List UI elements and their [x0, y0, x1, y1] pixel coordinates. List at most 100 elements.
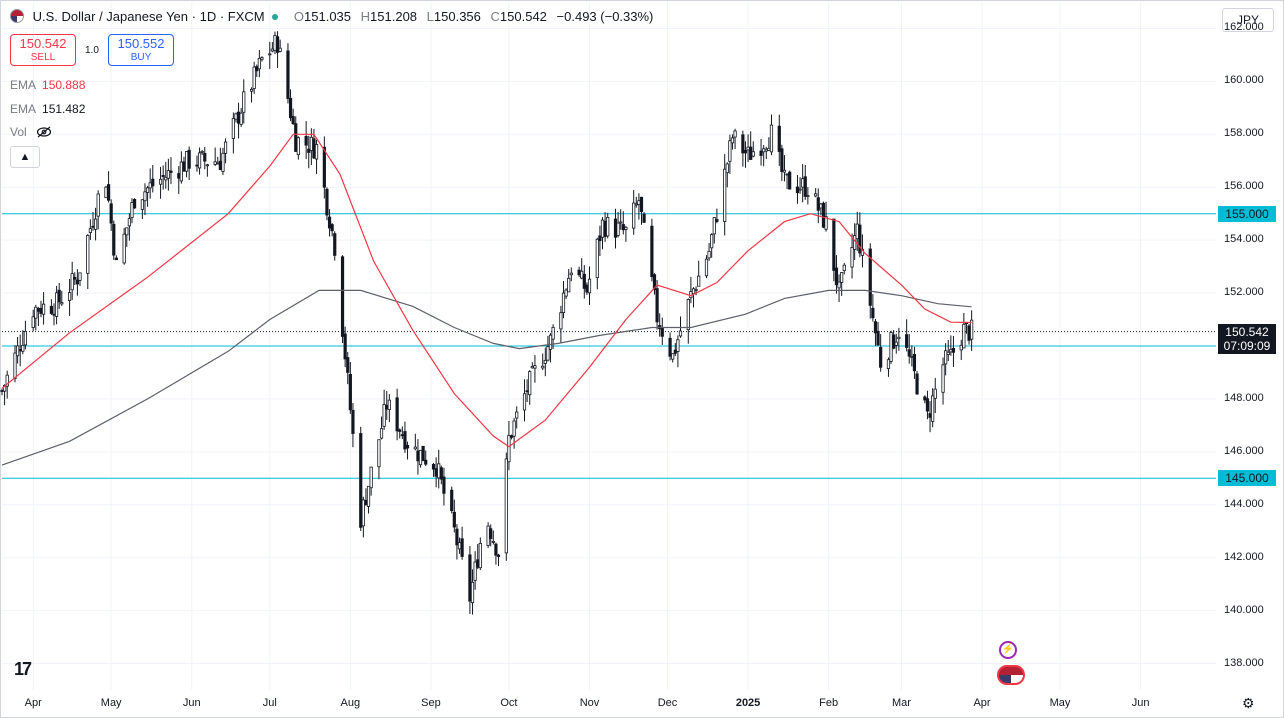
chevron-up-icon: ▲	[19, 151, 31, 163]
candle-body	[431, 463, 436, 470]
candle-body	[127, 218, 131, 227]
candle-body	[606, 217, 610, 237]
sell-button[interactable]: 150.542 SELL	[10, 34, 76, 66]
volume-legend[interactable]: Vol	[10, 125, 52, 139]
candle-body	[564, 289, 568, 297]
ema-fast-legend[interactable]: EMA 150.888	[10, 78, 85, 92]
candle-body	[13, 352, 17, 379]
candle-body	[88, 228, 92, 233]
candle-body	[395, 397, 399, 432]
settings-icon[interactable]: ⚙	[1242, 695, 1255, 711]
candle-body	[340, 256, 345, 337]
eye-off-icon[interactable]	[36, 126, 52, 138]
candle-body	[93, 218, 98, 230]
candle-body	[819, 203, 823, 209]
candle-body	[632, 202, 636, 229]
high-label: H	[360, 9, 371, 24]
candles-layer	[0, 31, 974, 615]
candle-body	[931, 395, 935, 422]
candle-body	[715, 219, 719, 222]
candle-body	[598, 235, 602, 242]
candle-body	[673, 349, 677, 354]
candle-body	[96, 193, 100, 217]
candle-body	[767, 147, 771, 151]
candle-body	[785, 173, 789, 176]
candle-body	[879, 347, 883, 368]
ema-slow-label: EMA	[10, 102, 37, 116]
candle-body	[491, 540, 495, 543]
x-tick-label: Mar	[891, 697, 911, 709]
candle-body	[166, 170, 170, 179]
candle-body	[346, 357, 350, 373]
candle-body	[114, 257, 118, 261]
candle-body	[291, 116, 295, 124]
candle-body	[476, 559, 480, 568]
candle-body	[697, 275, 701, 287]
candle-body	[275, 36, 280, 53]
candle-body	[67, 292, 72, 301]
high-value: 151.208	[370, 9, 418, 24]
currency-button[interactable]: JPY	[1222, 8, 1274, 32]
candle-body	[348, 373, 352, 411]
symbol-header[interactable]: U.S. Dollar / Japanese Yen · 1D · FXCM O…	[10, 9, 653, 24]
y-tick-label: 138.000	[1224, 656, 1264, 669]
x-tick-label: Jul	[262, 697, 277, 709]
candle-body	[148, 182, 152, 189]
x-tick-label: Nov	[579, 697, 600, 709]
y-tick-label: 156.000	[1224, 180, 1264, 193]
candle-body	[967, 325, 971, 341]
candle-body	[907, 349, 911, 357]
candle-body	[36, 308, 40, 312]
candle-body	[34, 306, 38, 319]
buy-button[interactable]: 150.552 BUY	[108, 34, 174, 66]
x-tick-label: Aug	[340, 697, 361, 709]
candle-body	[268, 53, 272, 56]
x-tick-label: Dec	[657, 697, 678, 709]
lightning-icon[interactable]: ⚡	[999, 641, 1017, 659]
candle-body	[533, 365, 537, 369]
us-flag-event-icon[interactable]	[997, 665, 1025, 685]
candle-body	[923, 396, 927, 401]
collapse-legend-button[interactable]: ▲	[10, 146, 40, 168]
ema-layer	[1, 133, 972, 466]
candle-body	[460, 538, 464, 557]
tradingview-logo-icon[interactable]: 17	[14, 659, 32, 679]
candle-body	[197, 152, 202, 169]
candle-body	[525, 390, 529, 393]
candle-body	[959, 344, 963, 351]
candle-body	[769, 124, 774, 153]
candle-body	[286, 50, 290, 99]
candle-body	[468, 554, 472, 602]
candle-body	[855, 223, 859, 240]
candle-body	[200, 150, 204, 153]
ema-slow-line	[1, 289, 972, 466]
candle-body	[933, 388, 937, 399]
candle-body	[725, 163, 729, 174]
candle-body	[366, 485, 371, 507]
candle-body	[528, 371, 532, 396]
close-value: 150.542	[499, 9, 547, 24]
candle-body	[873, 321, 878, 334]
candle-body	[195, 164, 199, 167]
candle-body	[169, 170, 173, 173]
candle-body	[361, 499, 365, 527]
candle-body	[837, 281, 841, 289]
candle-body	[686, 299, 690, 331]
y-tick-label: 148.000	[1224, 391, 1264, 404]
candle-body	[728, 140, 732, 162]
ema-slow-legend[interactable]: EMA 151.482	[10, 102, 85, 116]
candle-body	[359, 433, 363, 528]
candle-body	[941, 364, 945, 393]
candle-body	[834, 267, 839, 286]
candle-body	[322, 146, 326, 188]
candle-body	[333, 233, 337, 256]
candle-body	[439, 467, 443, 480]
candle-body	[239, 112, 243, 125]
candle-body	[616, 222, 620, 236]
candle-body	[325, 188, 329, 216]
candle-body	[600, 219, 605, 238]
candle-body	[294, 123, 298, 152]
low-label: L	[426, 9, 434, 24]
